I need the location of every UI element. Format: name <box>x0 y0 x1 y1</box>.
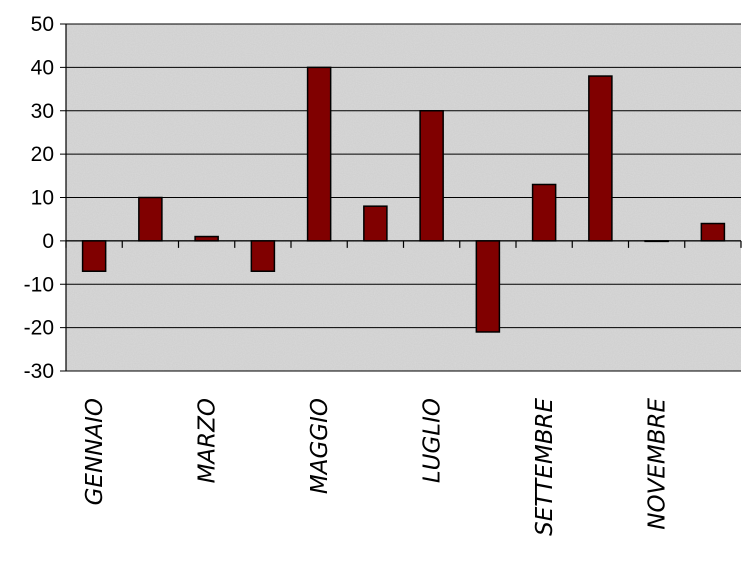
x-tick-label-novembre: NOVEMBRE <box>645 398 671 530</box>
y-tick-label-1: -20 <box>24 317 54 340</box>
y-tick-label-5: 20 <box>31 143 54 166</box>
bar-febbraio <box>138 196 163 242</box>
axes <box>65 24 742 371</box>
x-tick-label-gennaio: GENNAIO <box>82 398 108 505</box>
y-tick-label-7: 40 <box>31 56 54 79</box>
x-axis-ticks: GENNAIO MARZO MAGGIO LUGLIO SETTEMBRE NOVEMBR… <box>82 398 671 536</box>
bar-giugno <box>363 205 388 242</box>
y-tick-label-6: 30 <box>31 100 54 123</box>
y-axis-ticks: -30 -20 -10 0 10 20 30 40 50 <box>24 13 54 383</box>
bar-marzo <box>194 235 219 242</box>
bar-aprile <box>250 240 276 272</box>
y-tick-label-4: 10 <box>31 187 54 210</box>
x-tick-label-luglio: LUGLIO <box>420 398 446 483</box>
y-tick-label-3: 0 <box>42 230 54 253</box>
bar-maggio <box>306 66 332 242</box>
bar-gennaio <box>81 240 107 272</box>
bars <box>81 66 726 333</box>
bar-dicembre <box>700 222 726 242</box>
y-tick-label-0: -30 <box>24 360 54 383</box>
y-tick-label-8: 50 <box>31 13 54 36</box>
bar-settembre <box>531 183 557 242</box>
x-tick-label-settembre: SETTEMBRE <box>532 398 558 536</box>
bar-luglio <box>419 110 444 242</box>
x-tick-label-maggio: MAGGIO <box>307 398 333 494</box>
bar-agosto <box>475 240 501 333</box>
bar-ottobre <box>588 75 613 242</box>
x-tick-label-marzo: MARZO <box>195 398 221 483</box>
y-tick-label-2: -10 <box>24 273 54 296</box>
